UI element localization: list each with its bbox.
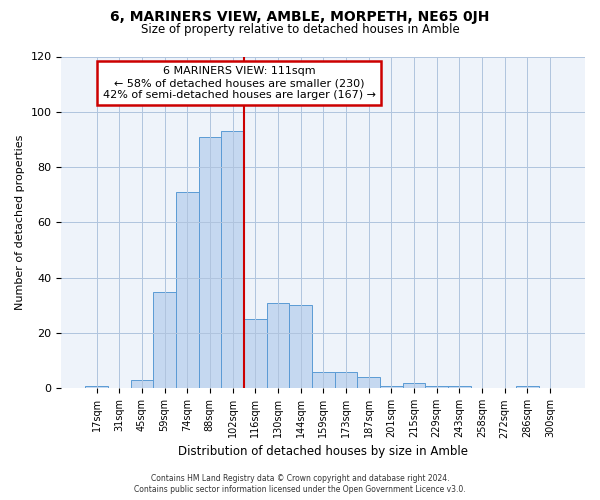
Text: Size of property relative to detached houses in Amble: Size of property relative to detached ho… <box>140 22 460 36</box>
Bar <box>448 386 470 388</box>
Text: 6, MARINERS VIEW, AMBLE, MORPETH, NE65 0JH: 6, MARINERS VIEW, AMBLE, MORPETH, NE65 0… <box>110 10 490 24</box>
Text: 6 MARINERS VIEW: 111sqm
← 58% of detached houses are smaller (230)
42% of semi-d: 6 MARINERS VIEW: 111sqm ← 58% of detache… <box>103 66 376 100</box>
Bar <box>266 302 289 388</box>
Bar <box>221 131 244 388</box>
Bar <box>380 386 403 388</box>
Text: Contains HM Land Registry data © Crown copyright and database right 2024.
Contai: Contains HM Land Registry data © Crown c… <box>134 474 466 494</box>
Bar <box>199 136 221 388</box>
Bar <box>85 386 108 388</box>
Bar <box>312 372 335 388</box>
Bar <box>131 380 153 388</box>
Bar <box>289 306 312 388</box>
Bar <box>153 292 176 388</box>
Bar <box>425 386 448 388</box>
Bar <box>176 192 199 388</box>
Bar <box>357 378 380 388</box>
X-axis label: Distribution of detached houses by size in Amble: Distribution of detached houses by size … <box>178 444 468 458</box>
Bar <box>335 372 357 388</box>
Y-axis label: Number of detached properties: Number of detached properties <box>15 134 25 310</box>
Bar <box>403 383 425 388</box>
Bar <box>516 386 539 388</box>
Bar <box>244 319 266 388</box>
